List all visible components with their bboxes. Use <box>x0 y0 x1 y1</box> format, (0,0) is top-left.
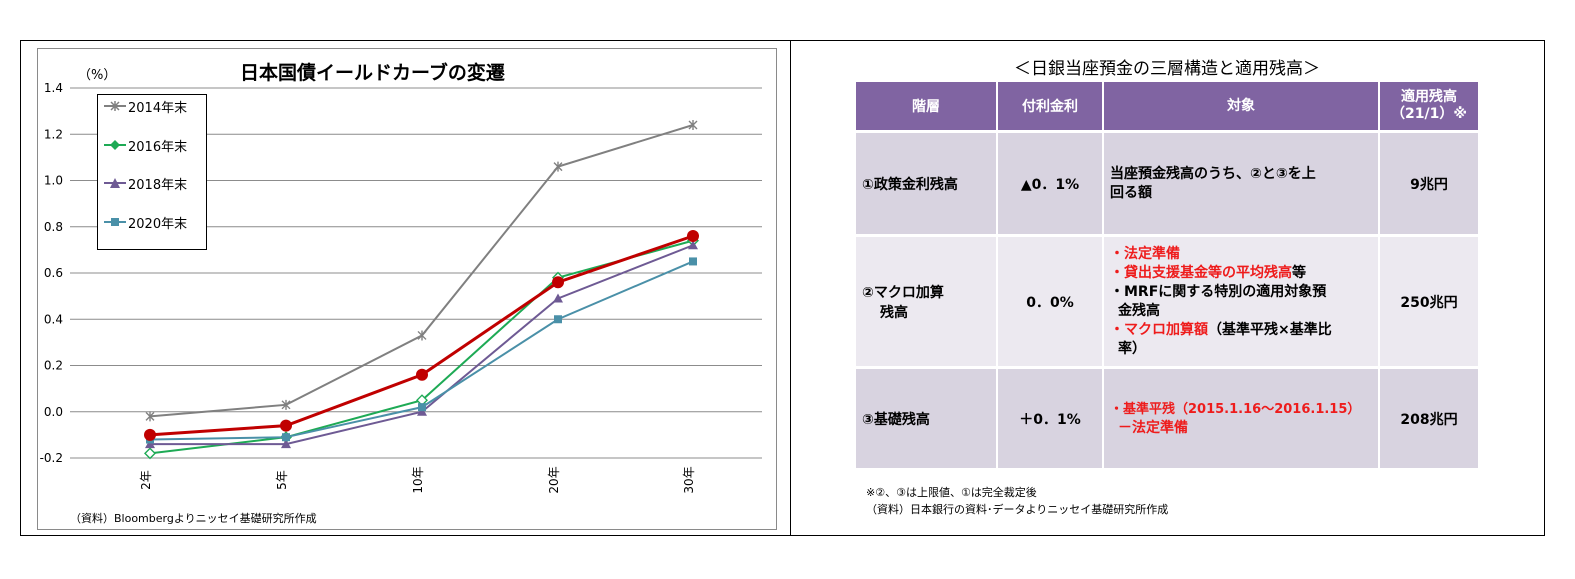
outer-frame <box>20 40 1545 536</box>
row2-rate: 0．0% <box>998 237 1104 369</box>
y-tick-label: 0.0 <box>44 405 63 419</box>
row1-target: 当座預金残高のうち、②と③を上 回る額 <box>1104 133 1380 237</box>
chart-legend: 2014年末 2016年末 2018年末 2020年末 <box>97 94 207 250</box>
row3-rate: ＋0．1% <box>998 369 1104 471</box>
chart-source: （資料）Bloombergよりニッセイ基礎研究所作成 <box>70 512 317 525</box>
data-point <box>281 439 291 449</box>
data-point <box>144 428 156 441</box>
table-row: ②マクロ加算 残高 0．0% ・法定準備 ・貸出支援基金等の平均残高等 ・MRF… <box>856 237 1478 369</box>
y-tick-label: 1.4 <box>44 81 63 95</box>
data-point <box>416 368 428 381</box>
row3-layer: ③基礎残高 <box>856 369 998 471</box>
x-tick-label: 2年 <box>139 470 153 490</box>
legend-swatch-2014 <box>104 101 126 111</box>
data-point <box>688 240 698 250</box>
data-point <box>417 330 427 341</box>
row2-target-item2-suffix: 等 <box>1292 264 1306 281</box>
row2-target-item3-cont: 金残高 <box>1118 302 1160 319</box>
panel-divider <box>790 40 791 536</box>
data-point <box>689 257 697 266</box>
data-point <box>281 399 291 410</box>
row3-target: ・基準平残（2015.1.16～2016.1.15） －法定準備 <box>1104 369 1380 471</box>
table-header-row: 階層 付利金利 対象 適用残高 （21/1）※ <box>856 82 1478 133</box>
legend-swatch-2016 <box>104 140 126 150</box>
data-point <box>145 411 155 422</box>
data-point <box>554 315 562 324</box>
row3-target-line2: －法定準備 <box>1118 419 1188 436</box>
x-tick-label: 10年 <box>411 466 425 493</box>
data-point <box>553 293 563 303</box>
data-point <box>552 276 564 289</box>
data-point <box>553 161 563 172</box>
table-row: ③基礎残高 ＋0．1% ・基準平残（2015.1.16～2016.1.15） －… <box>856 369 1478 471</box>
row2-layer-line1: ②マクロ加算 <box>862 284 944 301</box>
y-tick-label: 0.4 <box>44 312 63 326</box>
row3-balance: 208兆円 <box>1380 369 1478 471</box>
row1-layer: ①政策金利残高 <box>856 133 998 237</box>
row2-target-item1: ・法定準備 <box>1110 245 1180 262</box>
data-point <box>280 419 292 432</box>
row1-balance: 9兆円 <box>1380 133 1478 237</box>
row2-balance: 250兆円 <box>1380 237 1478 369</box>
legend-item-2014: 2014年末 <box>104 96 187 116</box>
row1-target-line2: 回る額 <box>1110 184 1152 201</box>
row2-target-item2: ・貸出支援基金等の平均残高 <box>1110 264 1292 281</box>
data-point <box>687 230 699 242</box>
data-point <box>417 406 427 416</box>
header-target: 対象 <box>1104 82 1380 133</box>
row2-target-item4: ・マクロ加算額 <box>1110 321 1208 338</box>
header-balance-line2: （21/1）※ <box>1391 106 1467 122</box>
y-axis-unit: （%） <box>78 68 117 83</box>
x-tick-label: 20年 <box>547 466 561 493</box>
data-point <box>418 403 426 412</box>
table-source: （資料）日本銀行の資料･データよりニッセイ基礎研究所作成 <box>866 503 1169 516</box>
x-tick-label: 30年 <box>682 466 696 493</box>
header-balance-line1: 適用残高 <box>1401 89 1457 105</box>
y-tick-label: 1.2 <box>44 127 63 141</box>
data-point <box>282 433 290 442</box>
legend-label-2018: 2018年末 <box>128 177 188 193</box>
legend-swatch-2018 <box>104 178 126 188</box>
row2-target-item4-suffix: （基準平残×基準比 <box>1208 321 1332 338</box>
x-tick-label: 5年 <box>275 470 289 490</box>
y-tick-label: 1.0 <box>44 174 63 188</box>
legend-label-2020: 2020年末 <box>128 216 188 232</box>
header-balance: 適用残高 （21/1）※ <box>1380 82 1478 133</box>
current-account-table: 階層 付利金利 対象 適用残高 （21/1）※ ①政策金利残高 ▲0．1% 当座… <box>856 82 1478 471</box>
y-tick-label: 0.2 <box>44 359 63 373</box>
row2-target: ・法定準備 ・貸出支援基金等の平均残高等 ・MRFに関する特別の適用対象預 金残… <box>1104 237 1380 369</box>
y-tick-label: -0.2 <box>40 451 63 465</box>
table-row: ①政策金利残高 ▲0．1% 当座預金残高のうち、②と③を上 回る額 9兆円 <box>856 133 1478 237</box>
data-point <box>145 439 155 449</box>
chart-title: 日本国債イールドカーブの変遷 <box>240 62 505 84</box>
legend-item-2016: 2016年末 <box>104 135 187 155</box>
row2-target-item3: ・MRFに関する特別の適用対象預 <box>1110 283 1327 300</box>
row2-target-item4-cont: 率） <box>1118 340 1146 357</box>
row1-target-line1: 当座預金残高のうち、②と③を上 <box>1110 165 1316 182</box>
legend-item-2020: 2020年末 <box>104 212 187 232</box>
y-tick-label: 0.6 <box>44 266 63 280</box>
legend-label-2014: 2014年末 <box>128 100 188 116</box>
y-tick-label: 0.8 <box>44 220 63 234</box>
header-rate: 付利金利 <box>998 82 1104 133</box>
data-point <box>688 120 698 130</box>
row3-target-line1: ・基準平残（2015.1.16～2016.1.15） <box>1110 401 1361 417</box>
row1-rate: ▲0．1% <box>998 133 1104 237</box>
legend-swatch-2020 <box>104 218 126 226</box>
legend-label-2016: 2016年末 <box>128 139 188 155</box>
data-point <box>144 447 156 460</box>
row2-layer-line2: 残高 <box>880 304 908 321</box>
legend-item-2018: 2018年末 <box>104 173 187 193</box>
table-title: ＜日銀当座預金の三層構造と適用残高＞ <box>1014 59 1320 79</box>
row2-layer: ②マクロ加算 残高 <box>856 237 998 369</box>
table-note: ※②、③は上限値、①は完全裁定後 <box>866 486 1037 499</box>
header-layer: 階層 <box>856 82 998 133</box>
